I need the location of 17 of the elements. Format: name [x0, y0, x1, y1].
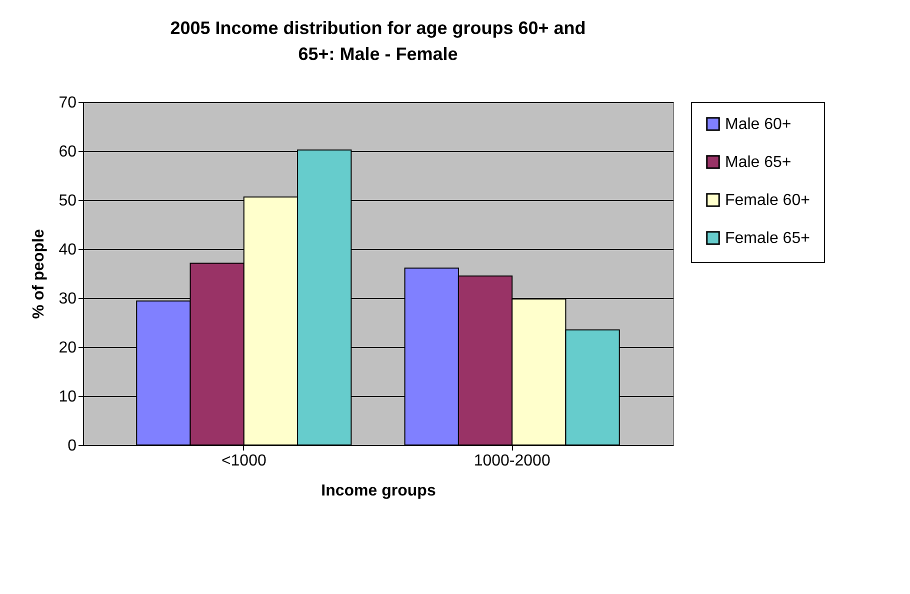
y-tick-label: 50 [58, 192, 77, 210]
chart-title: 2005 Income distribution for age groups 60+ and 65+: Male - Female [170, 18, 586, 64]
y-tick-label: 20 [58, 340, 77, 356]
y-tick-label: 30 [58, 290, 77, 308]
x-axis-title: Income groups [321, 482, 436, 500]
legend-label: Female 65+ [725, 230, 810, 247]
y-tick-label: 0 [68, 438, 77, 454]
y-tick-label: 40 [58, 242, 77, 258]
y-tick-label: 70 [58, 94, 77, 112]
y-axis-title: % of people [30, 229, 48, 319]
legend-label: Male 60+ [725, 116, 792, 133]
y-tick-label: 60 [58, 144, 77, 160]
x-tick-label: <1000 [221, 452, 266, 470]
legend-label: Female 60+ [725, 192, 810, 209]
x-tick-label: 1000-2000 [474, 452, 550, 470]
legend-label: Male 65+ [725, 154, 792, 171]
y-tick-label: 10 [58, 388, 77, 406]
